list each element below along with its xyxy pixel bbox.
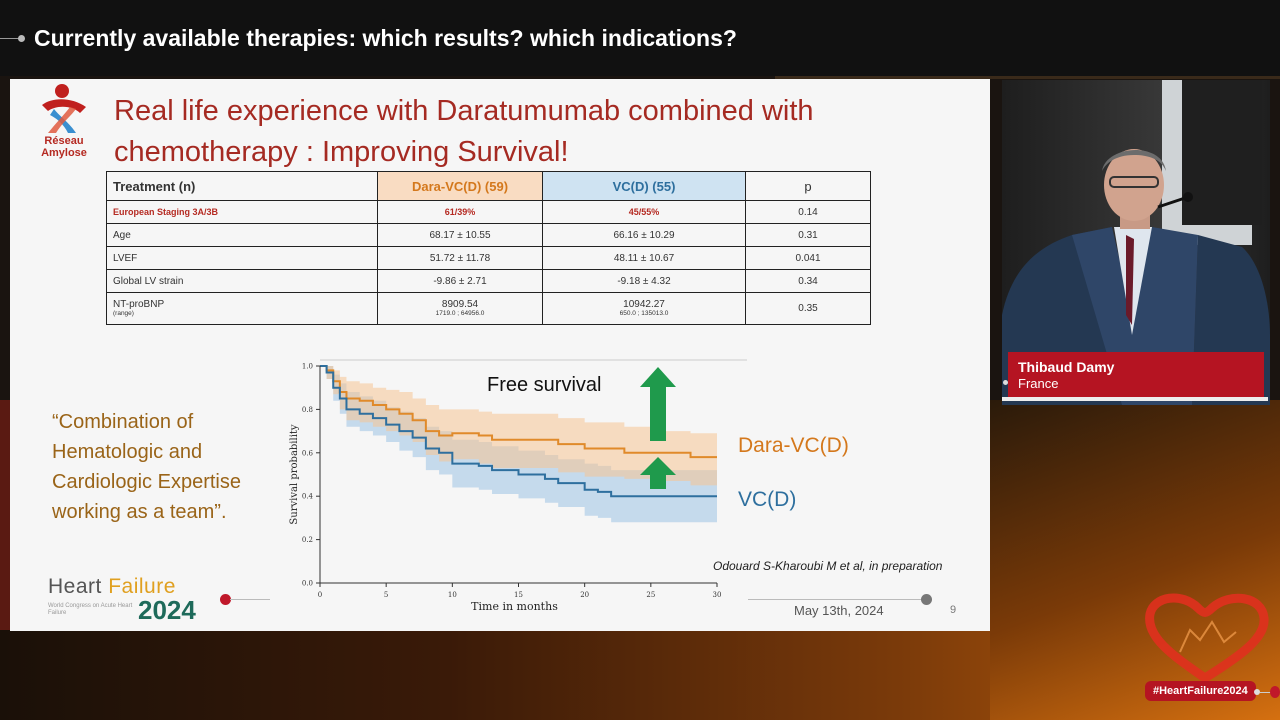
table-cell: Global LV strain	[106, 269, 378, 293]
x-tick-label: 20	[580, 591, 589, 599]
survival-line-vc	[320, 365, 717, 498]
demographics-table: Treatment (n) Dara-VC(D) (59) VC(D) (55)…	[106, 171, 871, 325]
cell-sub: 1719.0 ; 64956.0	[435, 310, 485, 317]
series-label-vc: VC(D)	[738, 488, 797, 511]
up-arrows-icon	[640, 367, 676, 489]
table-header: p	[745, 171, 871, 201]
series-label-dara: Dara-VC(D)	[738, 434, 849, 457]
lower-third-dot	[1003, 380, 1008, 385]
table-cell: 0.14	[745, 200, 871, 224]
survival-line-dara	[320, 365, 717, 459]
session-title: Currently available therapies: which res…	[34, 25, 737, 51]
hf-logo-year: 2024	[138, 595, 196, 625]
table-cell: 8909.54 1719.0 ; 64956.0	[377, 292, 543, 325]
y-tick-label: 0.4	[302, 493, 314, 501]
ci-band-vc	[320, 366, 717, 523]
table-row: European Staging 3A/3B 61/39% 45/55% 0.1…	[106, 200, 871, 224]
table-cell: -9.86 ± 2.71	[377, 269, 543, 293]
table-cell: NT-proBNP (range)	[106, 292, 378, 325]
table-cell: 10942.27 650.0 ; 135013.0	[542, 292, 746, 325]
table-cell: 45/55%	[542, 200, 746, 224]
citation: Odouard S-Kharoubi M et al, in preparati…	[713, 559, 943, 573]
y-tick-label: 0.6	[302, 449, 314, 457]
table-row: NT-proBNP (range) 8909.54 1719.0 ; 64956…	[106, 292, 871, 325]
header-dot	[18, 35, 25, 42]
free-survival-label: Free survival	[487, 374, 602, 396]
hf-word2: Failure	[108, 575, 176, 598]
y-tick-label: 0.2	[302, 536, 313, 544]
cell-main: 10942.27	[623, 299, 665, 310]
hashtag-dot	[1254, 689, 1260, 695]
reseau-amylose-logo: Réseau Amylose	[32, 83, 96, 159]
heart-failure-logo: Heart Failure World Congress on Acute He…	[46, 573, 286, 625]
hf-logo-subtitle: World Congress on Acute Heart Failure	[48, 603, 133, 616]
slide-number: 9	[950, 604, 957, 616]
table-row: Global LV strain -9.86 ± 2.71 -9.18 ± 4.…	[106, 269, 871, 293]
y-tick-label: 1.0	[302, 363, 313, 371]
footer-line	[748, 599, 928, 600]
speaker-name: Thibaud Damy	[1018, 359, 1115, 375]
stage-background-right	[990, 400, 1280, 720]
hf-logo-title: Heart Failure	[48, 575, 176, 599]
presentation-slide: Réseau Amylose Real life experience with…	[10, 79, 990, 631]
table-cell: 0.34	[745, 269, 871, 293]
hashtag-pip	[1270, 686, 1280, 698]
table-cell: European Staging 3A/3B	[106, 200, 378, 224]
logo-figure-icon	[42, 84, 86, 133]
table-cell: Age	[106, 223, 378, 247]
y-tick-label: 0.0	[302, 580, 313, 588]
table-cell: 0.041	[745, 246, 871, 270]
lower-third-bar	[1002, 397, 1268, 401]
hf-word1: Heart	[48, 575, 102, 598]
table-cell: 61/39%	[377, 200, 543, 224]
table-cell: 51.72 ± 11.78	[377, 246, 543, 270]
table-cell: 48.11 ± 10.67	[542, 246, 746, 270]
x-tick-label: 15	[514, 591, 523, 599]
speaker-lower-third: Thibaud Damy France	[1008, 352, 1264, 397]
cell-sub: 650.0 ; 135013.0	[619, 310, 669, 317]
y-axis-label: Survival probability	[289, 424, 300, 524]
heart-logo-icon	[1145, 593, 1269, 682]
x-tick-label: 5	[384, 591, 388, 599]
quote-text: “Combination of Hematologic and Cardiolo…	[52, 411, 241, 523]
logo-text: Réseau Amylose	[32, 135, 96, 159]
slide-date: May 13th, 2024	[794, 603, 884, 618]
cell-main: 8909.54	[441, 299, 479, 310]
x-tick-label: 30	[713, 591, 722, 599]
hf-line	[230, 599, 270, 600]
header-underline	[775, 76, 1280, 79]
hashtag-line	[1260, 692, 1272, 693]
header-bar: Currently available therapies: which res…	[0, 0, 1280, 76]
cell-main: NT-proBNP	[113, 299, 165, 310]
x-tick-label: 25	[646, 591, 655, 599]
table-header-row: Treatment (n) Dara-VC(D) (59) VC(D) (55)…	[106, 171, 871, 201]
footer-dot	[921, 594, 932, 605]
table-cell: -9.18 ± 4.32	[542, 269, 746, 293]
table-cell: LVEF	[106, 246, 378, 270]
survival-chart: 0 5 10 15 20 25 30 0.0 0.2 0.4 0.6 0.8 1.0 Time in mo…	[289, 359, 747, 613]
table-header: Dara-VC(D) (59)	[377, 171, 543, 201]
header-line	[0, 38, 20, 39]
x-axis-label: Time in months	[471, 600, 558, 613]
table-cell: 66.16 ± 10.29	[542, 223, 746, 247]
table-header: Treatment (n)	[106, 171, 378, 201]
video-dark-panel	[1182, 80, 1262, 225]
table-row: LVEF 51.72 ± 11.78 48.11 ± 10.67 0.041	[106, 246, 871, 270]
logo-line1: Réseau	[44, 135, 84, 147]
hashtag-badge: #HeartFailure2024	[1145, 681, 1256, 701]
table-header: VC(D) (55)	[542, 171, 746, 201]
y-tick-label: 0.8	[302, 406, 313, 414]
table-cell: 0.31	[745, 223, 871, 247]
table-cell: 68.17 ± 10.55	[377, 223, 543, 247]
slide-title: Real life experience with Daratumumab co…	[114, 95, 814, 168]
table-row: Age 68.17 ± 10.55 66.16 ± 10.29 0.31	[106, 223, 871, 247]
speaker-country: France	[1018, 376, 1059, 391]
x-tick-label: 0	[318, 591, 322, 599]
logo-line2: Amylose	[41, 147, 87, 159]
cell-sub: (range)	[113, 310, 134, 317]
ci-band-dara	[320, 366, 717, 486]
x-tick-label: 10	[448, 591, 457, 599]
hf-dot	[220, 594, 231, 605]
table-cell: 0.35	[745, 292, 871, 325]
